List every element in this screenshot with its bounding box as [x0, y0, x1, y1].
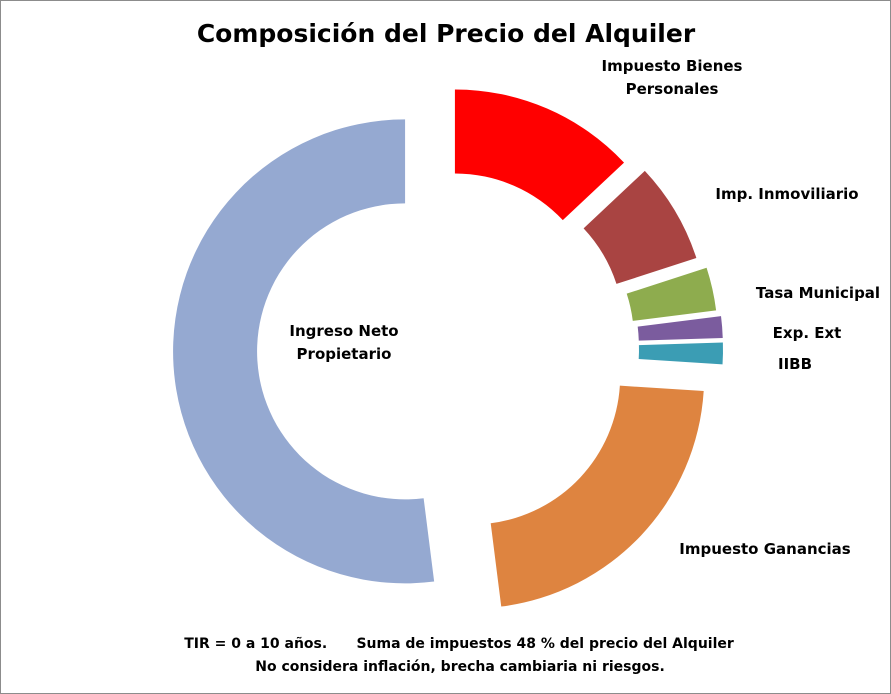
slice-exp-ext	[637, 316, 723, 341]
footnote-line-2: No considera inflación, brecha cambiaria…	[255, 659, 665, 675]
slice-labels-group: Impuesto Bienes Personales Imp. Inmoviliar…	[289, 57, 880, 558]
label-ingreso-neto-propietario: Ingreso Neto Propietario	[289, 322, 398, 363]
label-iibb: IIBB	[778, 355, 812, 373]
slice-iibb	[638, 342, 723, 365]
label-impuesto-ganancias: Impuesto Ganancias	[679, 540, 850, 558]
slices-group	[173, 89, 723, 607]
slice-impuesto-bienes-personales	[454, 89, 625, 221]
label-imp-inmoviliario: Imp. Inmoviliario	[715, 185, 858, 203]
label-tasa-municipal: Tasa Municipal	[756, 284, 880, 302]
slice-ingreso-neto-propietario	[173, 119, 435, 584]
footnote-line-1: TIR = 0 a 10 años. Suma de impuestos 48 …	[184, 636, 734, 652]
slice-imp-inmoviliario	[583, 170, 697, 284]
slice-tasa-municipal	[626, 267, 717, 321]
label-impuesto-bienes-personales: Impuesto Bienes Personales	[602, 57, 743, 98]
slice-impuesto-ganancias	[490, 385, 704, 607]
label-exp-ext: Exp. Ext	[773, 324, 842, 342]
chart-title: Composición del Precio del Alquiler	[197, 19, 696, 48]
